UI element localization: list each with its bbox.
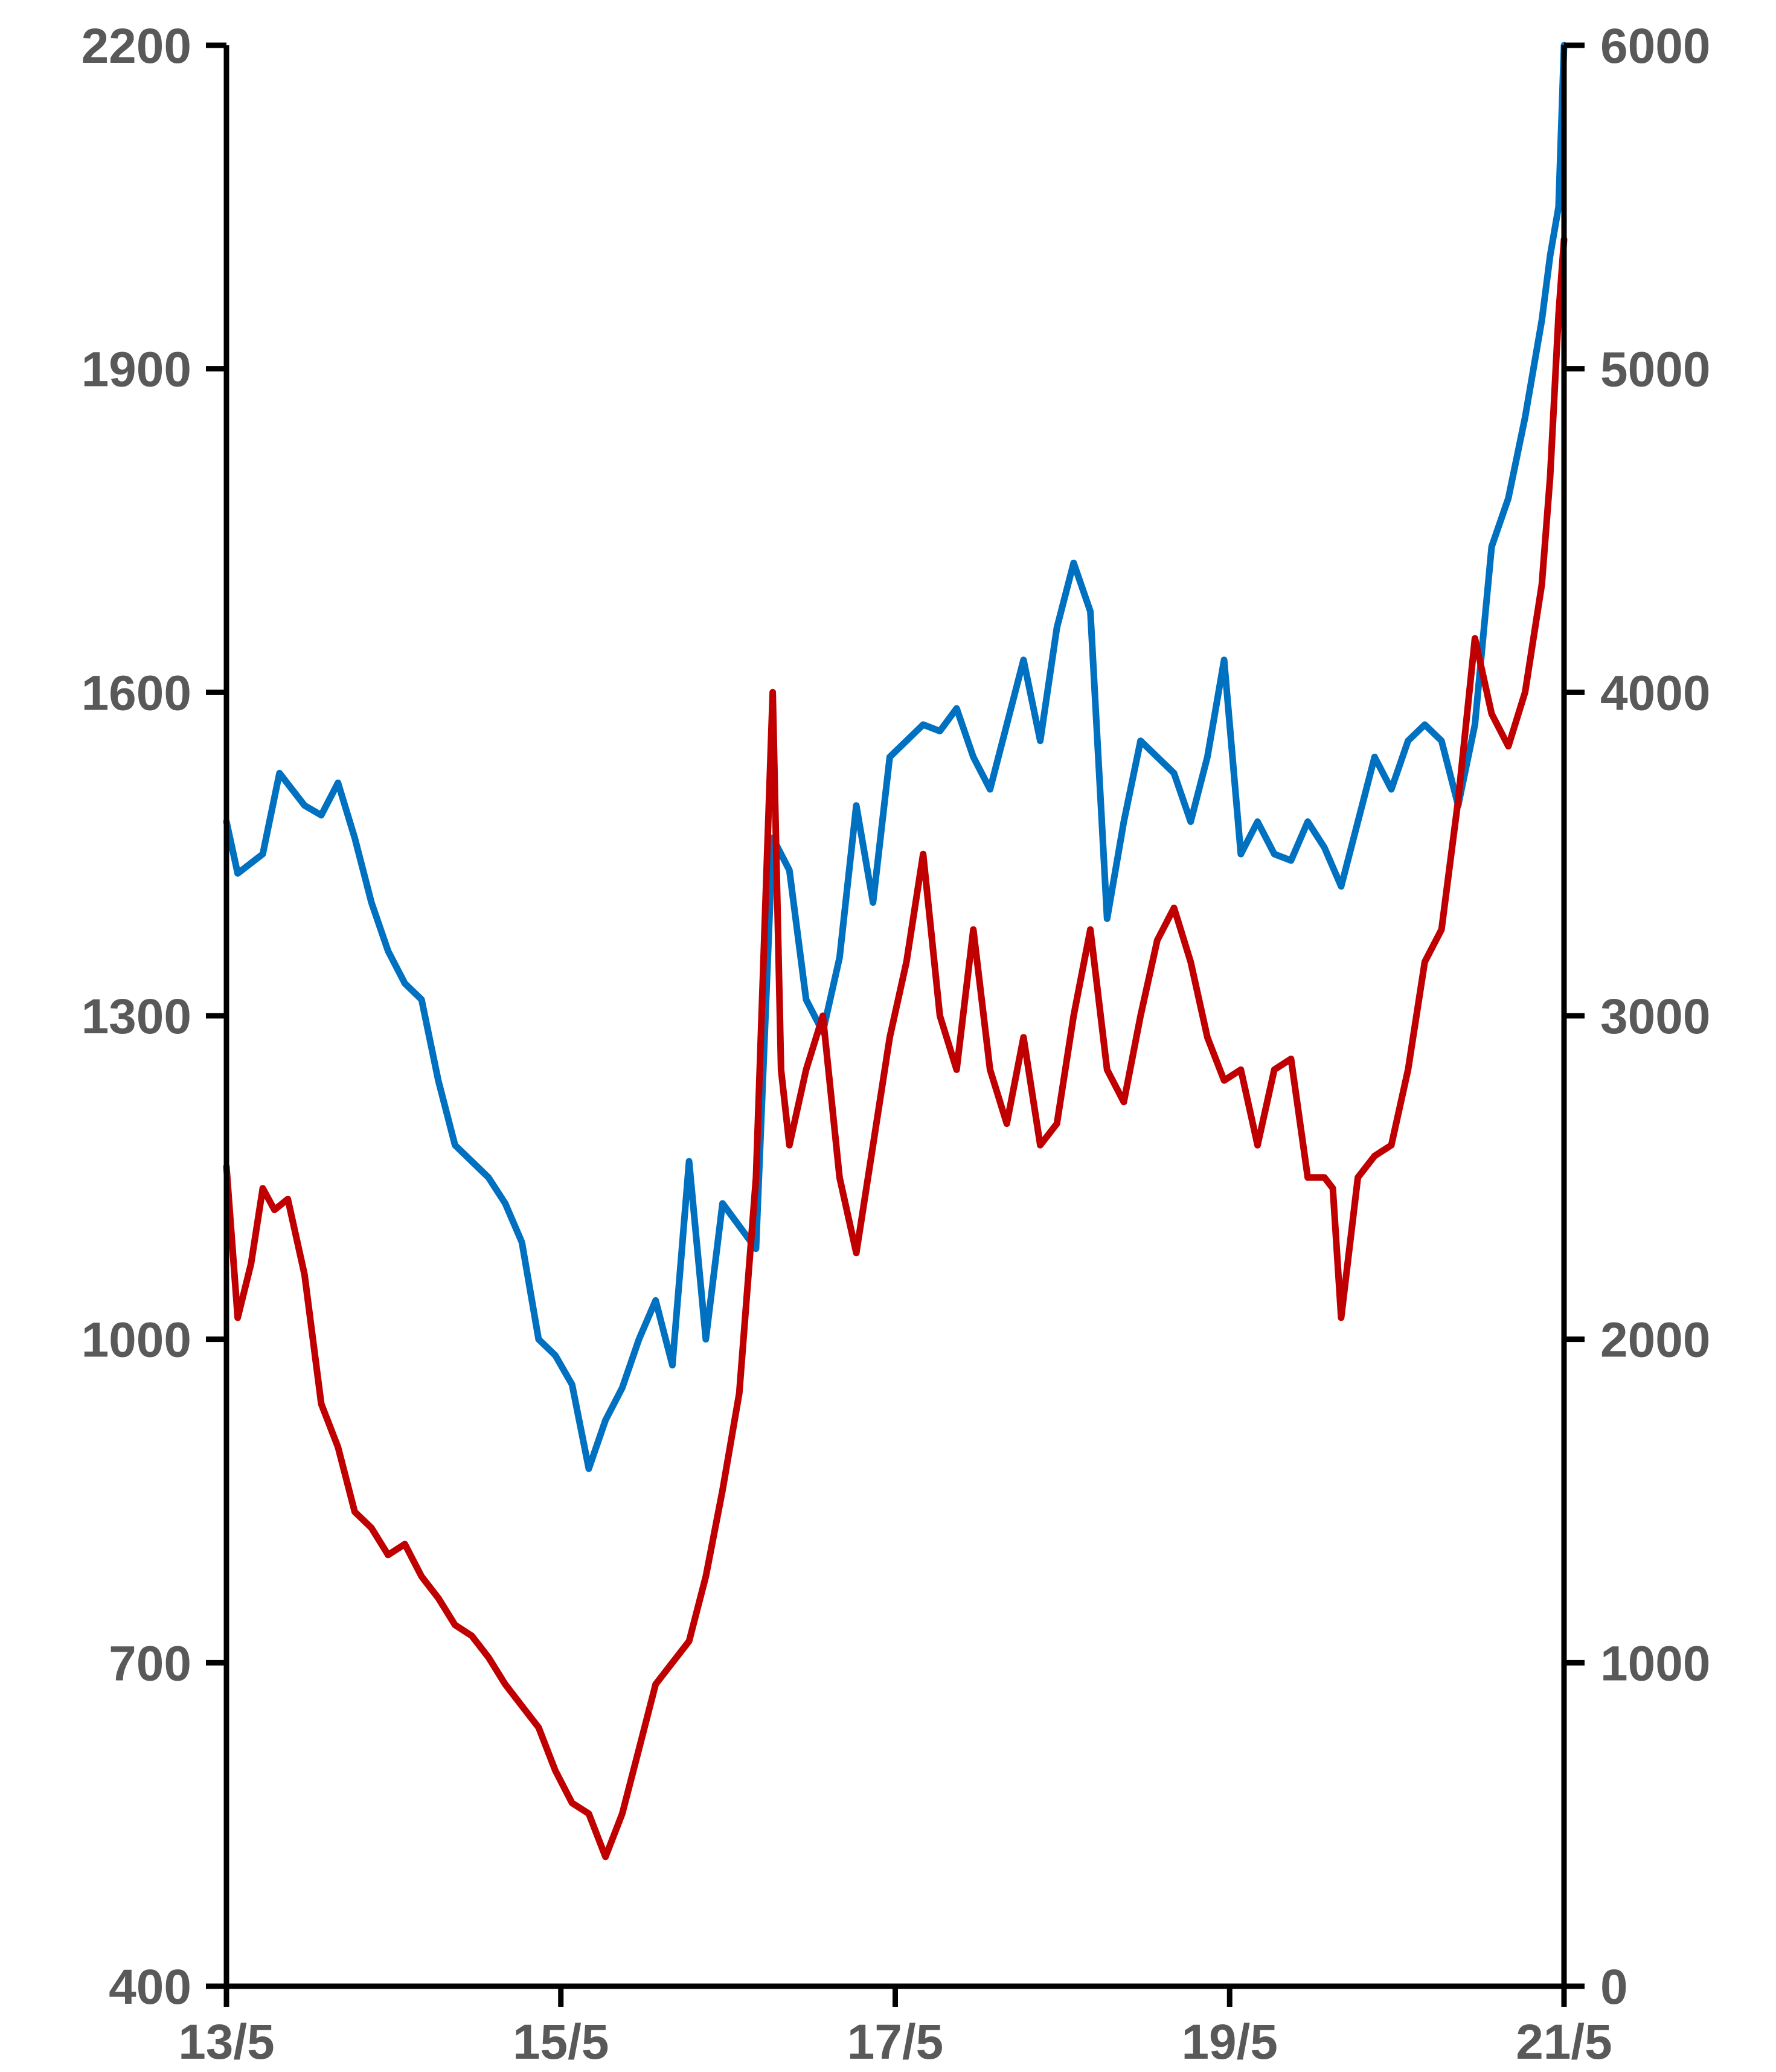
x-tick-label: 19/5: [1181, 2015, 1278, 2070]
right-y-tick-label: 1000: [1600, 1636, 1710, 1691]
left-y-tick-label: 1000: [82, 1313, 191, 1368]
left-y-tick-label: 1300: [82, 989, 191, 1044]
left-y-tick-label: 700: [109, 1636, 191, 1691]
left-y-tick-label: 2200: [82, 19, 191, 74]
x-tick-label: 21/5: [1516, 2015, 1612, 2070]
right-y-tick-label: 2000: [1600, 1313, 1710, 1368]
left-y-tick-label: 400: [109, 1960, 191, 2015]
right-y-tick-label: 4000: [1600, 666, 1710, 720]
left-y-tick-label: 1900: [82, 342, 191, 397]
right-y-tick-label: 6000: [1600, 19, 1710, 74]
x-tick-label: 17/5: [847, 2015, 944, 2070]
x-tick-label: 13/5: [178, 2015, 275, 2070]
left-y-tick-label: 1600: [82, 666, 191, 720]
right-axis-series-line: [223, 42, 1568, 1472]
plot-lines: [223, 42, 1568, 1861]
right-y-tick-label: 5000: [1600, 342, 1710, 397]
axes-ticks-and-labels: 400 700 1000 1300 1600 1900 2200 0 1000 2000 3000 4…: [82, 19, 1711, 2070]
left-axis-series-line: [223, 236, 1568, 1861]
x-tick-label: 15/5: [513, 2015, 609, 2070]
right-y-tick-label: 0: [1600, 1960, 1628, 2015]
right-y-tick-label: 3000: [1600, 989, 1710, 1044]
